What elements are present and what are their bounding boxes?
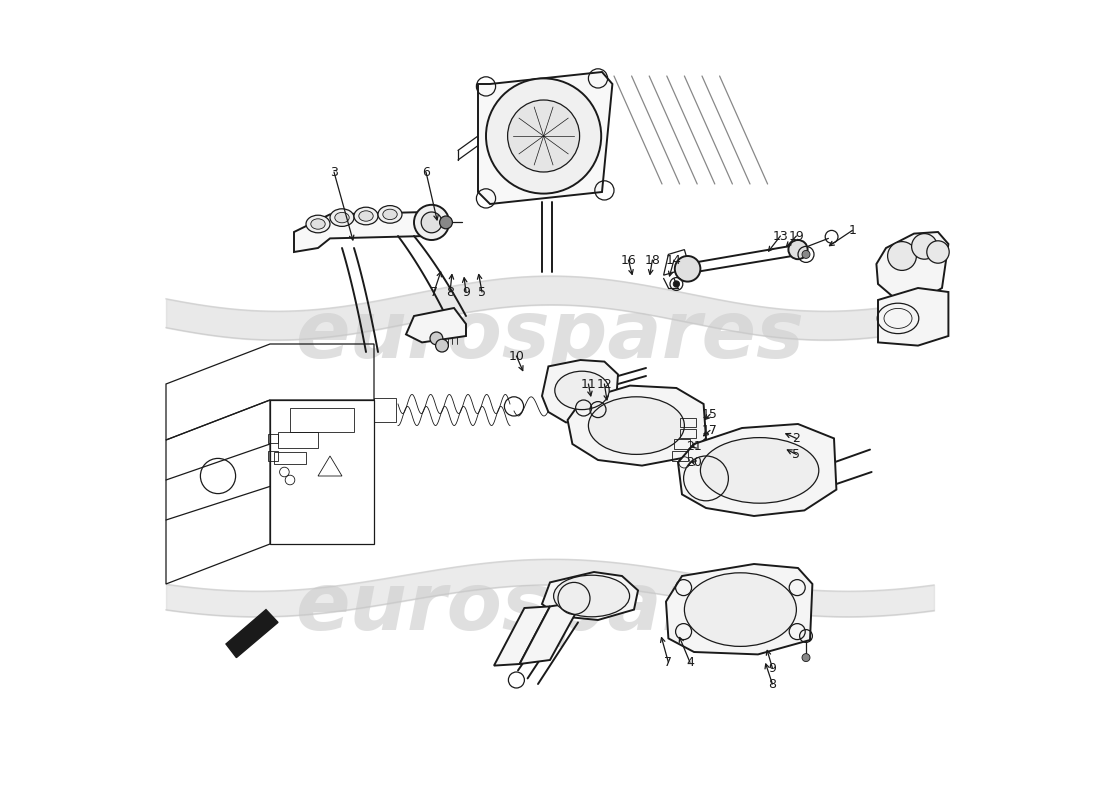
- Polygon shape: [568, 386, 706, 466]
- Circle shape: [789, 240, 807, 259]
- Text: 3: 3: [330, 166, 338, 178]
- Text: 21: 21: [686, 440, 702, 453]
- Polygon shape: [294, 212, 438, 252]
- Circle shape: [927, 241, 949, 263]
- Polygon shape: [406, 308, 466, 342]
- Ellipse shape: [334, 212, 349, 223]
- Text: 7: 7: [664, 656, 672, 669]
- Text: 9: 9: [769, 662, 777, 674]
- Ellipse shape: [383, 209, 397, 219]
- Ellipse shape: [330, 209, 354, 226]
- Circle shape: [802, 654, 810, 662]
- Circle shape: [414, 205, 449, 240]
- Ellipse shape: [588, 397, 684, 454]
- Text: 12: 12: [596, 378, 613, 390]
- Ellipse shape: [554, 371, 609, 410]
- Ellipse shape: [306, 215, 330, 233]
- Text: 1: 1: [848, 224, 856, 237]
- Text: 17: 17: [702, 424, 718, 437]
- Circle shape: [912, 234, 937, 259]
- Polygon shape: [678, 424, 836, 516]
- Text: 18: 18: [645, 254, 660, 266]
- Polygon shape: [226, 610, 278, 658]
- Text: 5: 5: [792, 448, 801, 461]
- Circle shape: [440, 216, 452, 229]
- Ellipse shape: [354, 207, 378, 225]
- Circle shape: [673, 281, 680, 287]
- Text: 5: 5: [478, 286, 486, 298]
- Text: 20: 20: [686, 456, 702, 469]
- Text: 8: 8: [769, 678, 777, 690]
- Polygon shape: [542, 360, 618, 422]
- Ellipse shape: [684, 573, 796, 646]
- Ellipse shape: [701, 438, 818, 503]
- Polygon shape: [494, 606, 550, 666]
- Ellipse shape: [359, 210, 373, 222]
- Circle shape: [507, 100, 580, 172]
- Text: 2: 2: [792, 432, 801, 445]
- Polygon shape: [519, 602, 582, 664]
- Ellipse shape: [553, 575, 629, 617]
- Text: 19: 19: [789, 230, 804, 242]
- Text: 6: 6: [422, 166, 430, 178]
- Circle shape: [674, 256, 701, 282]
- Ellipse shape: [378, 206, 402, 223]
- Text: eurospares: eurospares: [296, 297, 804, 375]
- Polygon shape: [877, 232, 948, 302]
- Text: 11: 11: [581, 378, 596, 390]
- Circle shape: [888, 242, 916, 270]
- Text: 14: 14: [667, 254, 682, 266]
- Circle shape: [486, 78, 602, 194]
- Polygon shape: [878, 288, 948, 346]
- Circle shape: [430, 332, 443, 345]
- Circle shape: [436, 339, 449, 352]
- Polygon shape: [478, 72, 613, 204]
- Circle shape: [802, 250, 810, 258]
- Polygon shape: [666, 564, 813, 654]
- Polygon shape: [542, 572, 638, 620]
- Text: 8: 8: [446, 286, 454, 298]
- Text: 15: 15: [702, 408, 718, 421]
- Text: eurospares: eurospares: [296, 569, 804, 647]
- Text: 7: 7: [430, 286, 438, 298]
- Text: 4: 4: [686, 656, 694, 669]
- Text: 9: 9: [462, 286, 470, 298]
- Text: 10: 10: [508, 350, 525, 362]
- Circle shape: [421, 212, 442, 233]
- Text: 16: 16: [620, 254, 636, 266]
- Ellipse shape: [311, 218, 326, 230]
- Text: 13: 13: [772, 230, 789, 242]
